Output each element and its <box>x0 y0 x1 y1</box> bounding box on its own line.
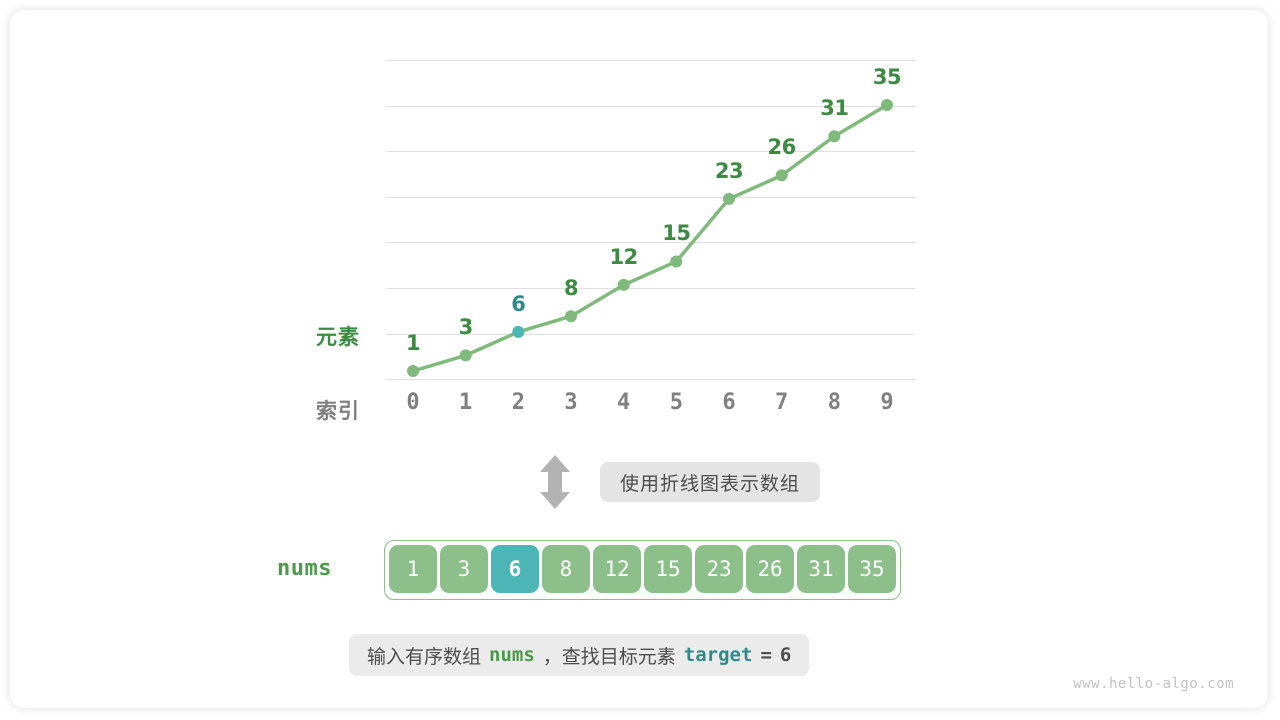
gridline <box>386 333 915 335</box>
chart-point-label: 12 <box>609 244 639 269</box>
chart-point-label: 6 <box>511 291 526 316</box>
chart-point <box>565 310 577 323</box>
x-tick-label: 8 <box>827 390 841 415</box>
gridline <box>386 151 915 153</box>
chart-point-label: 8 <box>563 276 579 301</box>
chart-point <box>617 278 630 291</box>
chart-line-path <box>411 103 889 373</box>
x-tick-label: 5 <box>669 390 683 415</box>
chart-point <box>775 169 788 182</box>
double-arrow-vertical-icon <box>540 455 570 509</box>
chart-point <box>670 255 683 268</box>
array-container: 1 3 6 8 12 15 23 26 31 35 <box>384 540 901 600</box>
array-cell[interactable]: 23 <box>695 545 743 593</box>
chart-point-label: 35 <box>872 65 902 89</box>
axis-label-element: 元素 <box>316 325 360 349</box>
gridline <box>386 288 915 289</box>
gridline <box>386 242 915 244</box>
chart-point <box>723 192 735 205</box>
chart-point-group <box>407 99 893 377</box>
caption-chip: 输入有序数组 nums ，查找目标元素 target = 6 <box>349 634 810 676</box>
caption-nums-token: nums <box>489 644 535 666</box>
caption-target-token: target <box>683 644 753 666</box>
caption-target-value: 6 <box>779 644 792 666</box>
x-tick-label: 9 <box>880 390 894 415</box>
x-tick-label: 2 <box>511 390 525 415</box>
note-chip: 使用折线图表示数组 <box>600 462 821 502</box>
x-tick-label: 0 <box>406 390 420 415</box>
chart-point-label: 3 <box>458 315 474 340</box>
chart-plot <box>407 99 893 377</box>
x-tick-label: 4 <box>617 390 631 415</box>
gridline <box>386 196 915 198</box>
array-cell[interactable]: 3 <box>440 545 488 593</box>
array-cell[interactable]: 12 <box>593 545 641 593</box>
note-text: 使用折线图表示数组 <box>620 472 801 495</box>
chart-point <box>881 99 893 111</box>
chart-point-label: 15 <box>662 221 691 246</box>
gridline <box>386 105 915 107</box>
array-cell[interactable]: 31 <box>797 545 845 593</box>
x-tick-label: 7 <box>775 390 789 415</box>
x-tick-label: 6 <box>722 390 736 415</box>
array-cell[interactable]: 35 <box>848 545 896 593</box>
array-name-label: nums <box>277 556 332 581</box>
caption-equals: = <box>760 644 772 666</box>
array-cell[interactable]: 15 <box>644 545 692 593</box>
array-cell-target[interactable]: 6 <box>491 545 539 593</box>
array-cell[interactable]: 1 <box>389 545 437 593</box>
array-cell[interactable]: 26 <box>746 545 794 593</box>
chart-point-highlighted <box>512 325 525 338</box>
caption-text-part1: 输入有序数组 <box>367 645 482 668</box>
chart-point-label: 1 <box>405 331 421 355</box>
watermark: www.hello-algo.com <box>1073 676 1234 692</box>
chart-point-label: 31 <box>820 96 849 121</box>
x-tick-label: 3 <box>564 390 578 415</box>
chart-point-label: 23 <box>714 158 744 183</box>
gridline <box>386 379 915 381</box>
gridline <box>386 60 915 61</box>
axis-label-index: 索引 <box>316 399 360 423</box>
caption-text-part2: ，查找目标元素 <box>542 645 676 668</box>
chart-point-label: 26 <box>767 135 797 160</box>
chart-point <box>407 365 419 377</box>
array-cell[interactable]: 8 <box>542 545 590 593</box>
chart-point <box>828 130 841 143</box>
x-tick-label: 1 <box>459 390 473 415</box>
chart-point <box>459 349 472 362</box>
